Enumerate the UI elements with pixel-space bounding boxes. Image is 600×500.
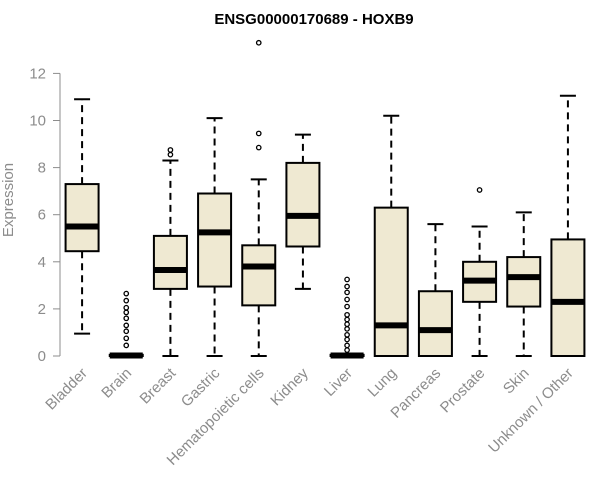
outlier-point [344,316,350,323]
box-pancreas [417,223,453,357]
x-tick-label: Prostate [437,365,489,417]
y-tick-label: 8 [38,160,46,177]
outlier-point [344,342,350,349]
box-iqr [197,192,233,288]
y-tick-label: 0 [38,348,46,365]
box-kidney [285,133,321,290]
box-lung [373,114,409,357]
y-axis: 0 2 4 6 8 10 12 [29,65,61,365]
box-hematopoietic-cells [241,39,277,357]
box-skin [506,211,542,357]
outlier-point [123,309,130,316]
outlier-point [344,326,350,332]
box-bladder [64,98,100,335]
outlier-point [123,322,130,329]
outlier-point [123,335,130,342]
y-tick-label: 6 [38,207,46,224]
x-tick-label: Bladder [42,365,91,414]
outlier-point [255,39,262,46]
outlier-point [344,276,350,283]
outlier-point [123,328,130,335]
x-tick-label: Liver [321,365,356,400]
box-iqr [373,206,409,357]
outlier-point [344,347,350,353]
box-iqr [285,161,321,248]
outlier-point [123,342,130,349]
box-breast [152,147,188,357]
outlier-point [123,297,130,304]
outlier-point [123,315,130,322]
x-tick-label: Lung [364,365,400,401]
box-iqr [550,238,586,358]
outlier-point [344,303,350,310]
x-tick-label: Kidney [267,364,312,409]
y-tick-label: 2 [38,301,46,318]
box-brain [108,290,144,359]
outlier-point [476,187,483,193]
box-prostate [462,187,498,357]
box-iqr [241,244,277,307]
box-iqr [152,234,188,290]
box-iqr [417,290,453,357]
outlier-point [167,151,174,158]
outlier-point [344,283,350,290]
outlier-point [344,331,350,338]
outlier-point [123,290,130,297]
box-iqr [506,256,542,308]
x-tick-label: Breast [137,364,180,407]
x-tick-label: Brain [98,365,135,402]
outlier-point [344,321,350,328]
x-tick-label: Skin [500,365,533,398]
box-liver [329,276,365,359]
outlier-point [344,336,350,343]
box-unknown-other [550,94,586,358]
outlier-point [255,144,262,151]
chart-title: ENSG00000170689 - HOXB9 [214,11,413,28]
outlier-point [344,296,350,303]
box-iqr [64,183,100,253]
outlier-point [167,147,174,153]
boxes-group [64,39,586,359]
x-tick-label: Unknown / Other [485,365,577,457]
box-gastric [197,117,233,357]
y-tick-label: 10 [29,113,46,130]
outlier-point [123,304,130,311]
y-axis-label: Expression [0,163,17,237]
y-tick-label: 4 [38,254,46,271]
y-tick-label: 12 [29,65,46,82]
outlier-point [344,311,350,318]
outlier-point [255,130,262,137]
outlier-point [344,289,350,296]
